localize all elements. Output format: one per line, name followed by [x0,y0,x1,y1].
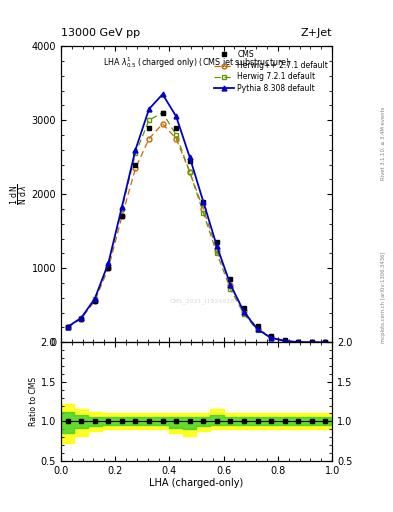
CMS [309,339,314,345]
CMS [106,265,111,271]
Pythia 8.308 default [92,295,97,302]
Herwig 7.2.1 default [160,110,165,116]
Pythia 8.308 default [119,204,124,210]
CMS [201,199,206,205]
CMS [228,276,233,283]
Legend: CMS, Herwig++ 2.7.1 default, Herwig 7.2.1 default, Pythia 8.308 default: CMS, Herwig++ 2.7.1 default, Herwig 7.2.… [213,48,330,94]
Pythia 8.308 default [160,91,165,97]
Pythia 8.308 default [133,146,138,153]
Herwig++ 2.7.1 default [296,339,301,345]
Herwig 7.2.1 default [282,338,287,344]
Herwig++ 2.7.1 default [215,247,219,253]
CMS [79,315,84,322]
Pythia 8.308 default [215,243,219,249]
Herwig 7.2.1 default [65,325,70,331]
Text: mcplots.cern.ch [arXiv:1306.3436]: mcplots.cern.ch [arXiv:1306.3436] [381,251,386,343]
CMS [187,158,192,164]
Herwig 7.2.1 default [133,151,138,157]
Pythia 8.308 default [201,199,206,205]
CMS [133,161,138,167]
Herwig++ 2.7.1 default [147,136,151,142]
Pythia 8.308 default [282,338,287,344]
Herwig++ 2.7.1 default [282,337,287,344]
Herwig 7.2.1 default [309,339,314,346]
Text: Z+Jet: Z+Jet [301,28,332,38]
Herwig++ 2.7.1 default [133,165,138,172]
Text: 13000 GeV pp: 13000 GeV pp [61,28,140,38]
Herwig 7.2.1 default [187,169,192,175]
Text: LHA $\lambda^{1}_{0.5}$ (charged only) (CMS jet substructure): LHA $\lambda^{1}_{0.5}$ (charged only) (… [103,55,290,70]
Herwig++ 2.7.1 default [323,339,328,346]
CMS [160,110,165,116]
Herwig 7.2.1 default [242,311,246,317]
CMS [269,333,274,339]
Herwig 7.2.1 default [147,117,151,123]
Herwig++ 2.7.1 default [92,298,97,304]
X-axis label: LHA (charged-only): LHA (charged-only) [149,478,244,488]
Herwig 7.2.1 default [79,315,84,322]
Pythia 8.308 default [269,335,274,341]
Herwig 7.2.1 default [119,206,124,212]
Herwig++ 2.7.1 default [228,282,233,288]
Herwig 7.2.1 default [201,209,206,216]
CMS [323,339,328,346]
CMS [174,124,178,131]
Herwig 7.2.1 default [296,339,301,345]
Line: CMS: CMS [65,110,328,345]
Pythia 8.308 default [242,309,246,315]
Pythia 8.308 default [106,260,111,266]
CMS [255,323,260,329]
CMS [242,305,246,311]
Text: CMS_2021_I1924918: CMS_2021_I1924918 [169,298,235,304]
Herwig 7.2.1 default [92,296,97,303]
CMS [296,338,301,345]
Herwig 7.2.1 default [215,250,219,257]
CMS [92,298,97,304]
Herwig++ 2.7.1 default [269,334,274,340]
CMS [65,325,70,331]
Herwig++ 2.7.1 default [187,169,192,175]
Pythia 8.308 default [65,324,70,330]
Herwig++ 2.7.1 default [79,315,84,322]
Text: Rivet 3.1.10, ≥ 3.4M events: Rivet 3.1.10, ≥ 3.4M events [381,106,386,180]
Y-axis label: $\frac{1}{\mathrm{N}}\frac{\mathrm{d}\,\mathrm{N}}{\mathrm{d}\,\lambda}$: $\frac{1}{\mathrm{N}}\frac{\mathrm{d}\,\… [9,184,30,205]
Herwig 7.2.1 default [228,286,233,292]
Pythia 8.308 default [79,315,84,321]
Herwig 7.2.1 default [106,262,111,268]
CMS [282,337,287,343]
Line: Herwig++ 2.7.1 default: Herwig++ 2.7.1 default [68,124,325,343]
Herwig++ 2.7.1 default [242,308,246,314]
Pythia 8.308 default [174,113,178,119]
Herwig++ 2.7.1 default [201,206,206,212]
CMS [147,124,151,131]
Herwig 7.2.1 default [323,339,328,346]
CMS [119,214,124,220]
Line: Herwig 7.2.1 default: Herwig 7.2.1 default [68,113,325,343]
Line: Pythia 8.308 default: Pythia 8.308 default [68,94,325,343]
Herwig 7.2.1 default [255,327,260,333]
CMS [215,239,219,245]
Herwig++ 2.7.1 default [65,325,70,331]
Pythia 8.308 default [147,106,151,112]
Herwig++ 2.7.1 default [309,339,314,345]
Pythia 8.308 default [309,339,314,346]
Herwig++ 2.7.1 default [160,121,165,127]
Pythia 8.308 default [187,154,192,160]
Herwig++ 2.7.1 default [255,326,260,332]
Herwig++ 2.7.1 default [106,265,111,271]
Pythia 8.308 default [228,282,233,288]
Pythia 8.308 default [296,339,301,345]
Pythia 8.308 default [323,339,328,346]
Pythia 8.308 default [255,326,260,332]
Herwig 7.2.1 default [174,132,178,138]
Herwig++ 2.7.1 default [119,214,124,220]
Y-axis label: Ratio to CMS: Ratio to CMS [29,377,38,426]
Herwig++ 2.7.1 default [174,136,178,142]
Herwig 7.2.1 default [269,335,274,341]
